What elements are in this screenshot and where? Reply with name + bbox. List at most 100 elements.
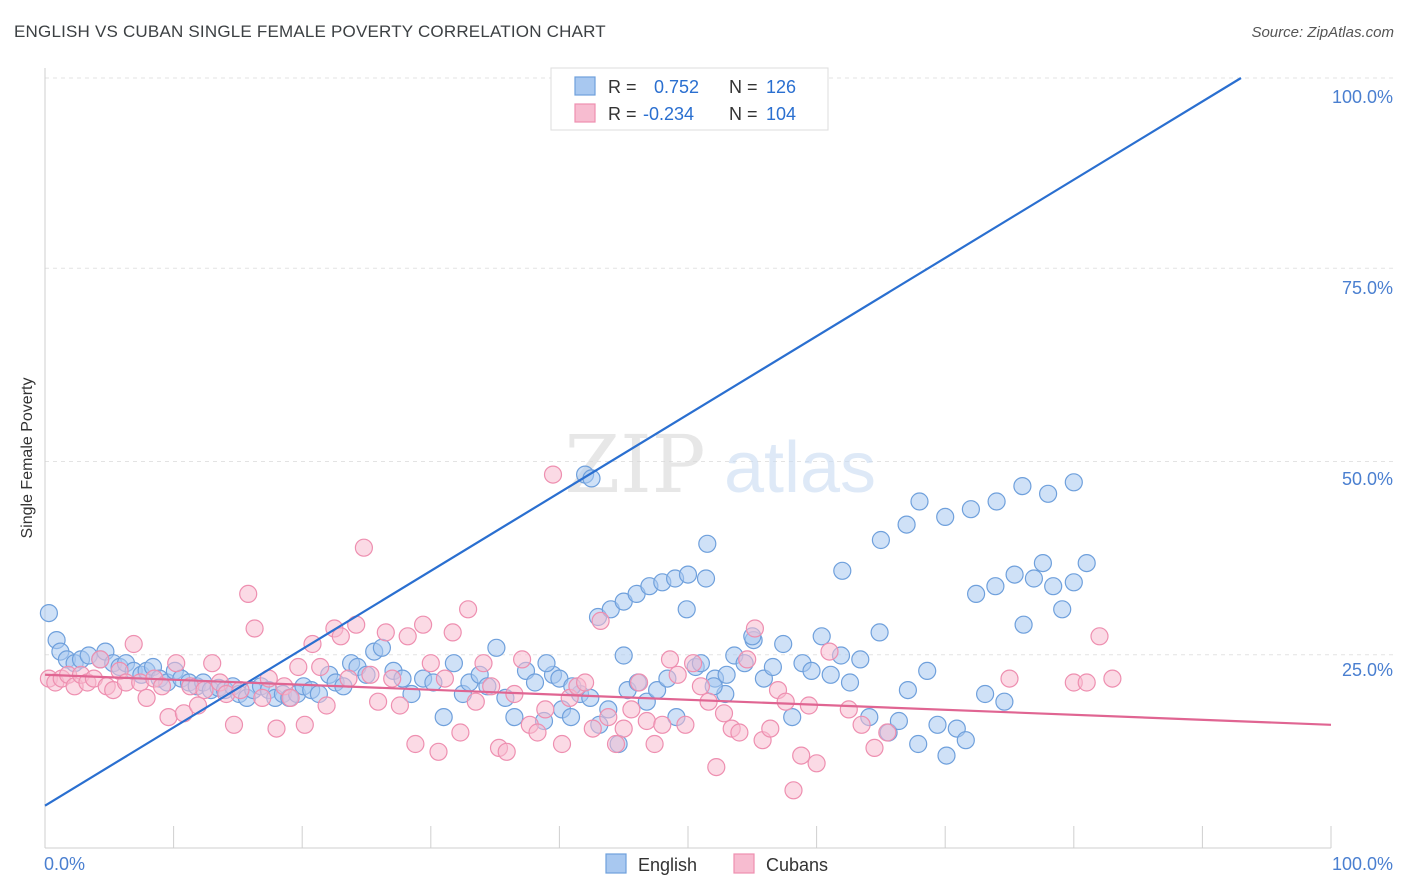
legend-cubans-r-label: R =: [608, 104, 637, 124]
cubans-point-47: [369, 692, 388, 711]
english-point-95: [840, 673, 860, 692]
watermark-atlas: atlas: [724, 428, 876, 508]
watermark: ZIP atlas: [564, 418, 876, 511]
english-point-141: [614, 646, 633, 665]
english-point-103: [918, 661, 937, 681]
x-tick-label-min: 0.0%: [44, 854, 85, 874]
cubans-point-70: [543, 465, 563, 484]
cubans-point-66: [512, 650, 532, 669]
legend-bottom-english-swatch: [605, 853, 627, 874]
cubans-point-54: [421, 654, 440, 673]
cubans-point-82: [637, 711, 656, 731]
cubans-point-89: [691, 677, 711, 696]
cubans-point-80: [622, 700, 641, 719]
english-point-66: [561, 707, 581, 727]
english-point-110: [986, 577, 1005, 596]
cubans-point-87: [676, 715, 695, 734]
cubans-point-55: [429, 742, 448, 761]
cubans-point-108: [865, 738, 884, 758]
cubans-point-102: [792, 746, 811, 765]
english-point-0: [39, 603, 59, 623]
legend-cubans-swatch: [574, 103, 596, 123]
english-point-114: [1024, 569, 1044, 588]
cubans-point-33: [267, 719, 286, 738]
english-point-144: [537, 654, 556, 673]
english-point-112: [1005, 565, 1024, 584]
legend-bottom-english-label: English: [638, 855, 697, 875]
cubans-point-43: [339, 669, 358, 688]
cubans-point-29: [239, 584, 258, 604]
cubans-point-51: [398, 627, 417, 646]
y-tick-label-25: 25.0%: [1342, 660, 1393, 680]
cubans-point-58: [451, 723, 470, 742]
english-point-60: [505, 707, 524, 727]
cubans-point-48: [376, 623, 395, 642]
trend-lines: [44, 77, 1332, 807]
english-point-132: [871, 530, 891, 550]
cubans-point-27: [224, 715, 244, 734]
english-trend-line: [44, 77, 1242, 807]
english-point-119: [1077, 553, 1096, 573]
english-point-120: [698, 534, 717, 553]
cubans-point-64: [497, 742, 516, 761]
english-point-138: [1013, 477, 1032, 496]
cubans-point-13: [124, 634, 143, 654]
english-point-136: [961, 500, 981, 519]
english-point-134: [910, 492, 929, 511]
english-point-80: [696, 569, 716, 588]
cubans-point-94: [730, 723, 749, 742]
cubans-point-24: [203, 654, 222, 673]
cubans-point-23: [195, 680, 214, 700]
y-tick-label-50: 50.0%: [1342, 469, 1393, 489]
english-point-100: [889, 711, 909, 731]
english-point-98: [870, 623, 889, 642]
cubans-point-100: [776, 692, 795, 711]
english-point-91: [802, 661, 821, 681]
cubans-point-45: [354, 538, 373, 557]
cubans-point-98: [761, 719, 780, 738]
cubans-point-19: [167, 654, 186, 673]
legend-cubans-r-value: -0.234: [643, 104, 694, 124]
english-point-62: [525, 673, 545, 692]
cubans-point-91: [707, 757, 726, 777]
cubans-point-92: [714, 704, 734, 723]
watermark-zip: ZIP: [564, 418, 705, 511]
legend-english-swatch: [574, 76, 596, 96]
english-point-52: [434, 707, 453, 727]
cubans-point-88: [683, 654, 703, 673]
cubans-point-36: [289, 657, 308, 677]
legend-english-r-label: R =: [608, 77, 637, 97]
cubans-point-59: [459, 600, 478, 619]
english-point-148: [717, 665, 736, 684]
english-point-104: [928, 715, 947, 734]
english-point-93: [821, 665, 840, 684]
english-point-78: [677, 600, 696, 619]
cubans-point-78: [606, 734, 626, 754]
cubans-point-77: [599, 707, 618, 727]
english-point-116: [1044, 577, 1063, 596]
cubans-point-101: [784, 781, 803, 800]
english-point-115: [1033, 553, 1053, 573]
english-point-113: [1014, 615, 1033, 634]
cubans-point-109: [878, 723, 897, 742]
cubans-point-62: [482, 677, 501, 696]
cubans-point-35: [281, 688, 300, 708]
cubans-point-106: [839, 700, 858, 719]
legend-bottom: English Cubans: [605, 853, 828, 875]
cubans-point-56: [435, 669, 454, 688]
english-point-46: [372, 638, 391, 657]
cubans-point-114: [1103, 669, 1122, 688]
cubans-point-76: [591, 611, 610, 631]
y-tick-label-75: 75.0%: [1342, 278, 1393, 298]
axes: [44, 68, 1332, 849]
english-point-129: [833, 561, 852, 580]
english-point-111: [995, 692, 1014, 711]
cubans-point-61: [474, 654, 493, 673]
cubans-point-40: [317, 696, 336, 715]
english-point-92: [812, 627, 831, 646]
cubans-point-49: [383, 669, 402, 688]
cubans-point-104: [807, 754, 826, 773]
english-point-87: [763, 657, 783, 677]
cubans-point-31: [253, 688, 272, 708]
cubans-point-39: [311, 657, 330, 677]
